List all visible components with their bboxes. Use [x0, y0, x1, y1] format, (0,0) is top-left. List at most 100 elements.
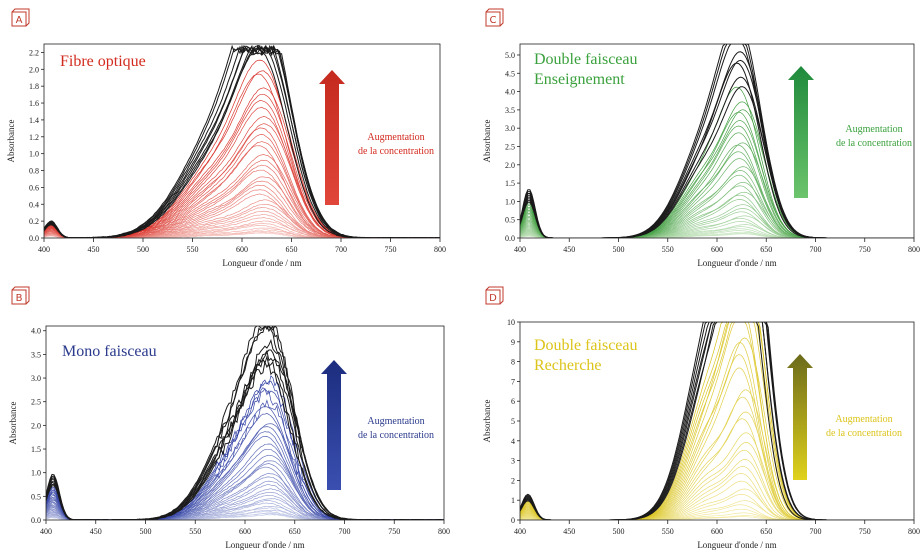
y-tick-label: 2.5 — [31, 398, 41, 407]
spectrum-line — [520, 504, 914, 520]
x-tick-label: 650 — [760, 245, 772, 254]
spectrum-line — [520, 181, 914, 238]
x-tick-label: 550 — [662, 527, 674, 536]
spectrum-line — [520, 226, 914, 238]
badge-box — [485, 11, 501, 27]
y-tick-label: 2.0 — [29, 65, 39, 74]
spectrum-line — [44, 184, 440, 238]
x-tick-label: 400 — [40, 527, 52, 536]
x-tick-label: 650 — [286, 245, 298, 254]
chart-panel-b: B 400 450 500 550 600 650 700 750 800 0.0 0.5 1.0 1.5… — [0, 282, 460, 554]
spectrum-line — [46, 505, 444, 520]
spectrum-line — [520, 466, 914, 520]
y-tick-label: 2.5 — [505, 142, 515, 151]
spectrum-line — [520, 51, 914, 238]
annotation-line: Augmentation — [367, 132, 424, 143]
annotation-line: de la concentration — [826, 428, 902, 439]
spectrum-line — [520, 142, 914, 238]
spectrum-line — [520, 396, 914, 520]
spectra-group — [520, 44, 914, 238]
spectrum-line — [46, 460, 444, 520]
spectrum-line — [520, 191, 914, 238]
annotation-line: de la concentration — [836, 138, 912, 149]
y-tick-label: 2 — [511, 476, 515, 485]
spectrum-line — [46, 463, 444, 520]
chart-title: Double faisceau — [534, 337, 638, 354]
annotation-line: Augmentation — [367, 416, 424, 427]
x-tick-label: 400 — [514, 527, 526, 536]
spectrum-line — [46, 388, 444, 520]
spectrum-line — [520, 230, 914, 238]
x-tick-label: 450 — [563, 527, 575, 536]
y-tick-label: 0.8 — [29, 167, 39, 176]
y-tick-label: 3.5 — [31, 350, 41, 359]
annotation-line: Augmentation — [835, 414, 892, 425]
spectrum-line — [520, 515, 914, 520]
spectrum-line — [520, 86, 914, 238]
chart-panel-d: D 400 450 500 550 600 650 700 750 800 0 1 2 3 4 5 6 7 8 9 10… — [474, 282, 921, 554]
spectrum-line — [520, 199, 914, 238]
y-tick-label: 3 — [511, 457, 515, 466]
chart-d-svg: D 400 450 500 550 600 650 700 750 800 0 1 2 3 4 5 6 7 8 9 10… — [482, 286, 920, 550]
y-tick-label: 0.0 — [29, 234, 39, 243]
spectrum-line — [520, 500, 914, 520]
spectrum-line — [520, 211, 914, 238]
y-tick-label: 5.0 — [505, 51, 515, 60]
spectrum-line — [520, 166, 914, 238]
y-tick-label: 1.4 — [29, 116, 39, 125]
y-tick-label: 0 — [511, 516, 515, 525]
concentration-arrow — [787, 354, 813, 480]
spectrum-line — [520, 59, 914, 238]
x-tick-label: 600 — [711, 245, 723, 254]
y-tick-label: 1.2 — [29, 133, 39, 142]
y-tick-label: 1 — [511, 496, 515, 505]
y-tick-label: 0.0 — [505, 234, 515, 243]
chart-c-svg: C 400 450 500 550 600 650 700 750 800 0.0 0.5 1.0 1.5… — [482, 8, 920, 268]
x-tick-label: 600 — [711, 527, 723, 536]
spectrum-line — [520, 76, 914, 238]
spectrum-line — [44, 176, 440, 238]
x-tick-label: 700 — [810, 527, 822, 536]
spectrum-line — [520, 109, 914, 238]
y-axis-label: Absorbance — [482, 120, 492, 163]
y-tick-label: 0.0 — [31, 516, 41, 525]
spectrum-line — [520, 473, 914, 520]
spectrum-line — [520, 174, 914, 238]
spectrum-line — [520, 231, 914, 238]
spectrum-line — [520, 125, 914, 238]
x-tick-label: 800 — [434, 245, 446, 254]
spectrum-line — [520, 411, 914, 520]
spectrum-line — [520, 449, 914, 520]
spectrum-line — [520, 480, 914, 520]
x-tick-label: 750 — [859, 527, 871, 536]
y-tick-label: 2.0 — [505, 161, 515, 170]
y-tick-label: 0.4 — [29, 200, 39, 209]
y-tick-label: 3.5 — [505, 106, 515, 115]
annotation-line: Augmentation — [845, 124, 902, 135]
spectrum-line — [520, 337, 914, 520]
y-axis-label: Absorbance — [6, 120, 16, 163]
x-tick-label: 500 — [613, 527, 625, 536]
chart-panel-c: C 400 450 500 550 600 650 700 750 800 0.0 0.5 1.0 1.5… — [474, 4, 921, 274]
spectrum-line — [520, 367, 914, 520]
spectrum-line — [520, 459, 914, 520]
spectrum-line — [46, 472, 444, 520]
spectrum-line — [520, 322, 914, 520]
concentration-arrow — [321, 360, 347, 490]
spectrum-line — [520, 488, 914, 520]
spectrum-line — [520, 170, 914, 238]
x-tick-label: 550 — [662, 245, 674, 254]
x-axis-label: Longueur d'onde / nm — [697, 258, 776, 268]
spectrum-line — [520, 44, 914, 238]
spectrum-line — [46, 423, 444, 520]
badge-box-depth — [11, 286, 30, 305]
panel-badge: D — [485, 286, 504, 305]
x-tick-label: 600 — [236, 245, 248, 254]
y-tick-label: 7 — [511, 377, 515, 386]
y-tick-label: 9 — [511, 338, 515, 347]
badge-box-depth — [485, 286, 504, 305]
spectrum-line — [44, 193, 440, 238]
y-tick-label: 6 — [511, 397, 515, 406]
spectrum-line — [520, 111, 914, 238]
x-tick-label: 550 — [189, 527, 201, 536]
